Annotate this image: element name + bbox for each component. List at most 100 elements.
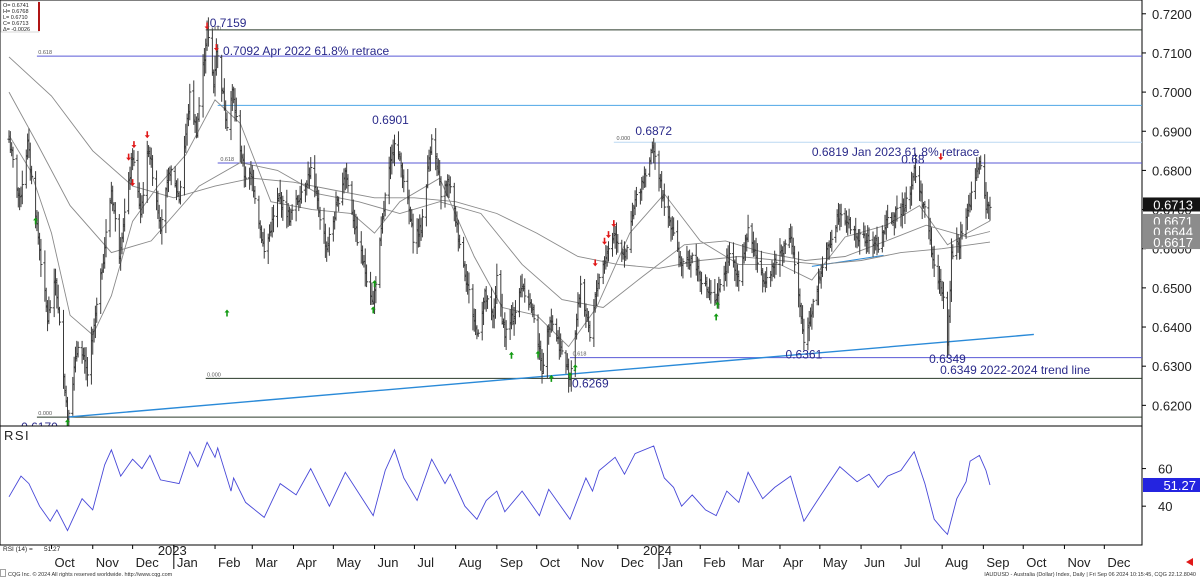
ohlc-bar [392, 134, 397, 167]
ohlc-bar [820, 256, 825, 278]
ohlc-bar [634, 186, 639, 207]
scroll-right-arrow[interactable] [1186, 558, 1193, 566]
red-down-arrow [213, 43, 219, 51]
annotation-label: 0.6361 [786, 347, 823, 361]
green-up-arrow [535, 350, 541, 358]
ohlc-bar [709, 280, 713, 304]
month-label: Jun [864, 555, 885, 570]
ohlc-bar [913, 153, 918, 184]
green-up-arrow [33, 217, 39, 225]
red-down-arrow [606, 231, 611, 239]
ohlc-bar [606, 241, 611, 262]
red-down-arrow [144, 131, 150, 139]
ohlc-bar [932, 245, 936, 278]
ohlc-bar [234, 97, 238, 122]
ohlc-bar [783, 239, 787, 254]
year-label: 2024 [643, 543, 672, 558]
ohlc-bar [532, 304, 536, 323]
annotation-label: 0.68 [901, 152, 925, 166]
ohlc-bar [597, 273, 601, 290]
month-label: Jul [417, 555, 434, 570]
month-label: Jul [904, 555, 921, 570]
ohlc-bar [690, 252, 694, 264]
moving-average-3 [8, 56, 991, 269]
ohlc-bar [169, 165, 173, 186]
green-up-arrow [572, 364, 578, 372]
ohlc-bar [364, 264, 369, 288]
ohlc-bar [253, 185, 257, 204]
price-tag-label: 0.6713 [1153, 197, 1193, 212]
ohlc-bar [774, 253, 778, 275]
ohlc-bar [681, 258, 685, 279]
ohlc-bar [979, 155, 983, 170]
month-label: May [336, 555, 361, 570]
ohlc-bar [67, 409, 71, 426]
month-label: Aug [459, 555, 482, 570]
ohlc-bar [951, 244, 955, 260]
ohlc-bar [625, 244, 629, 260]
ohlc-bar [337, 196, 341, 212]
rsi-last-tag [1143, 477, 1200, 492]
ohlc-bar [653, 142, 657, 170]
ohlc-bar [95, 297, 99, 323]
fib-labels: 0.618 1.000 0.618 0.000 0.000 0.000 0.618 [38, 26, 630, 417]
fib-label: 0.618 [220, 157, 234, 163]
info-box-line: H= 0.6768 [3, 9, 29, 15]
ohlc-bar [941, 281, 946, 309]
ohlc-bar [699, 271, 704, 295]
rsi-legend-label: RSI (14) = [3, 546, 33, 553]
ohlc-bar [960, 224, 964, 240]
ohlc-bar [858, 228, 862, 255]
ohlc-bar [867, 227, 871, 254]
price-tick-label: 0.6400 [1152, 320, 1192, 335]
rsi-series-line [8, 441, 991, 536]
month-label: Dec [621, 555, 645, 570]
info-box-marker [38, 2, 40, 31]
ohlc-bar [271, 204, 276, 233]
price-panel: 0.618 1.000 0.618 0.000 0.000 0.000 0.618 0.71… [0, 0, 1200, 434]
ohlc-bar [11, 146, 15, 168]
info-box-frame [0, 0, 40, 33]
fib-label: 0.000 [207, 372, 221, 378]
price-tick-label: 0.7000 [1152, 85, 1192, 100]
green-up-arrow [508, 351, 514, 359]
annotation-label: 0.7092 Apr 2022 61.8% retrace [223, 44, 389, 58]
ohlc-bar [644, 168, 648, 188]
annotation-label: 0.6819 Jan 2023 61.8% retrace [812, 145, 980, 159]
ohlc-bar [123, 198, 127, 232]
month-label: Jun [378, 555, 399, 570]
price-tick-label: 0.7200 [1152, 7, 1192, 22]
ohlc-bar [485, 295, 490, 309]
ohlc-bar [876, 236, 880, 253]
ohlc-bar [560, 340, 564, 355]
annotation-label: 0.6349 2022-2024 trend line [940, 363, 1090, 377]
rsi-tick-label: 60 [1158, 462, 1172, 477]
month-label: Oct [55, 555, 76, 570]
ohlc-bar [458, 234, 462, 249]
rsi-tick-label: 40 [1158, 499, 1172, 514]
ohlc-bar [197, 97, 201, 122]
horizontal-levels [36, 29, 1142, 418]
ohlc-bar [346, 174, 350, 193]
fib-label: 0.000 [616, 136, 630, 142]
ohlc-bar [430, 134, 434, 155]
rsi-line [8, 441, 991, 536]
annotation-label: 0.6269 [572, 376, 609, 390]
price-axis: 0.62000.63000.64000.65000.66000.67000.68… [1142, 7, 1192, 413]
ohlc-bar [923, 200, 927, 218]
red-down-arrow [938, 153, 944, 161]
price-tick-label: 0.6200 [1152, 398, 1192, 413]
rsi-legend: RSI (14) = 51.27 [3, 546, 61, 553]
ohlc-bar [290, 204, 294, 220]
ohlc-bar [141, 182, 145, 214]
ohlc-bar [746, 214, 750, 243]
footer: CQG Inc. © 2024 All rights reserved worl… [0, 569, 1196, 578]
price-tag-label: 0.6617 [1153, 235, 1193, 250]
ohlc-bar [244, 166, 248, 188]
rsi-title: RSI [4, 428, 30, 443]
ohlc-bar [802, 318, 806, 351]
fib-label: 0.618 [38, 50, 52, 56]
price-tick-label: 0.6300 [1152, 359, 1192, 374]
